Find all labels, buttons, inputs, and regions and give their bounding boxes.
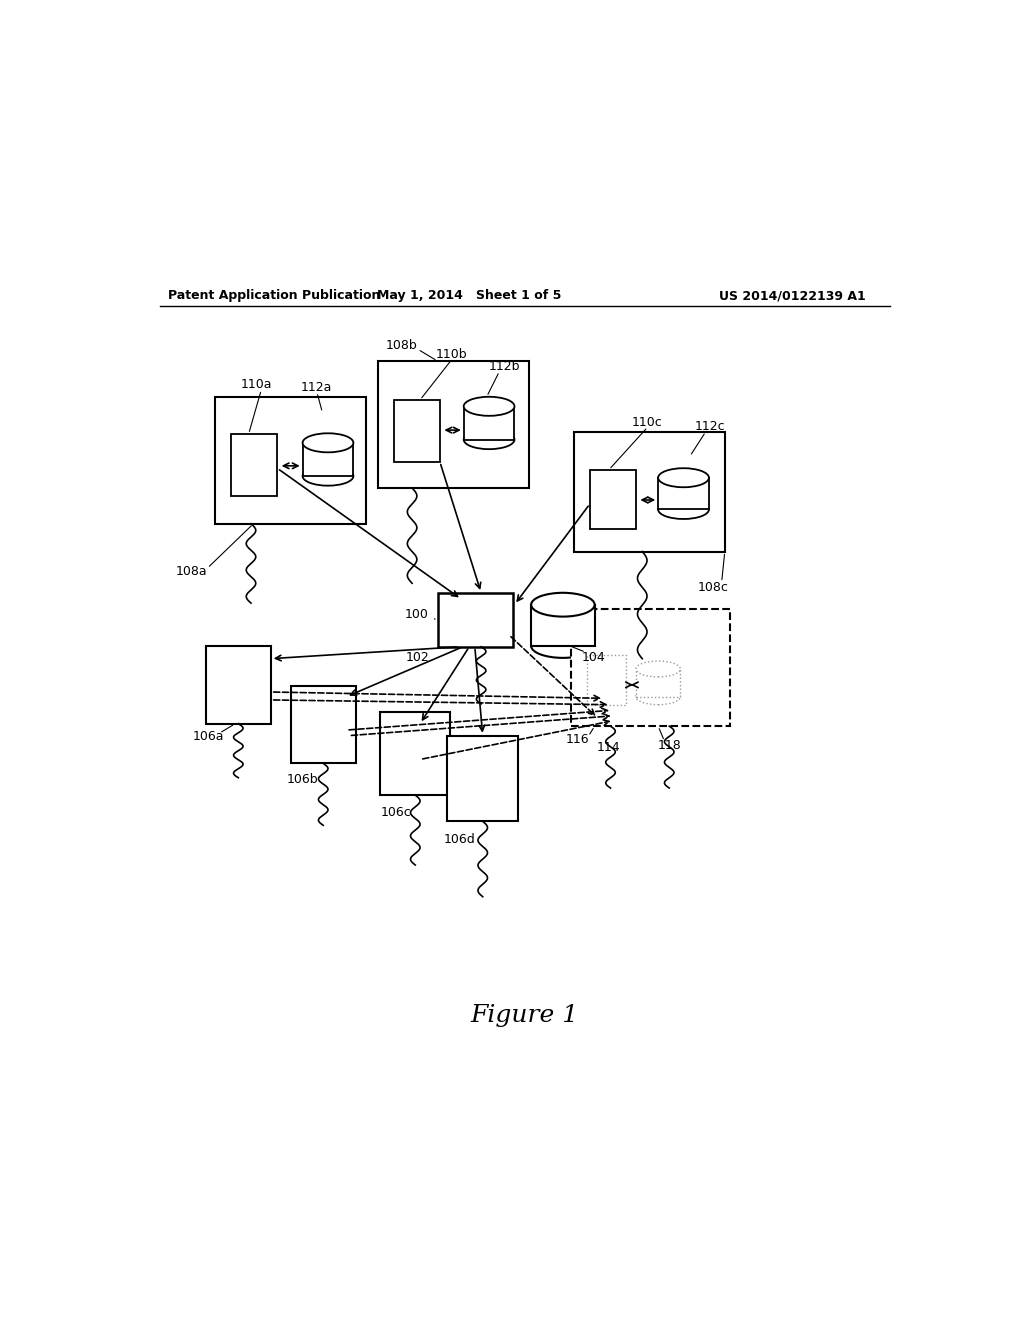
Ellipse shape bbox=[464, 430, 514, 449]
Bar bbox=[658, 478, 709, 510]
Text: 110c: 110c bbox=[632, 416, 663, 429]
Bar bbox=[590, 470, 636, 529]
Text: 100: 100 bbox=[404, 607, 428, 620]
Text: Patent Application Publication: Patent Application Publication bbox=[168, 289, 380, 302]
Text: 106b: 106b bbox=[287, 772, 318, 785]
Bar bbox=[531, 605, 595, 645]
Bar bbox=[206, 645, 270, 723]
Bar bbox=[570, 609, 729, 726]
Text: Figure 1: Figure 1 bbox=[471, 1005, 579, 1027]
Text: 116: 116 bbox=[566, 733, 590, 746]
Bar bbox=[437, 593, 513, 647]
Bar bbox=[447, 735, 518, 821]
Text: 118: 118 bbox=[658, 739, 682, 752]
Bar bbox=[574, 433, 725, 552]
Text: 108a: 108a bbox=[176, 565, 207, 578]
Ellipse shape bbox=[531, 593, 595, 616]
Ellipse shape bbox=[636, 689, 680, 705]
Ellipse shape bbox=[531, 634, 595, 657]
Text: US 2014/0122139 A1: US 2014/0122139 A1 bbox=[719, 289, 866, 302]
Text: 112c: 112c bbox=[694, 421, 725, 433]
Text: 112a: 112a bbox=[301, 380, 333, 393]
Bar bbox=[587, 656, 627, 705]
Text: 104: 104 bbox=[582, 651, 605, 664]
Text: 102: 102 bbox=[406, 651, 429, 664]
Bar bbox=[464, 407, 514, 440]
Text: 106d: 106d bbox=[443, 833, 475, 846]
Text: 112b: 112b bbox=[489, 360, 520, 374]
Text: 114: 114 bbox=[596, 741, 620, 754]
Bar bbox=[215, 397, 367, 524]
Ellipse shape bbox=[636, 661, 680, 677]
Text: 108c: 108c bbox=[697, 581, 729, 594]
Bar bbox=[231, 434, 278, 496]
Text: 106a: 106a bbox=[194, 730, 224, 743]
Bar bbox=[378, 362, 528, 488]
Text: 110a: 110a bbox=[241, 379, 272, 391]
Bar bbox=[636, 669, 680, 697]
Ellipse shape bbox=[464, 397, 514, 416]
Ellipse shape bbox=[303, 433, 353, 453]
Text: 110b: 110b bbox=[436, 348, 468, 362]
Ellipse shape bbox=[658, 469, 709, 487]
Text: 108b: 108b bbox=[386, 339, 418, 351]
Bar bbox=[303, 442, 353, 477]
Bar bbox=[380, 711, 451, 795]
Bar bbox=[291, 685, 355, 763]
Text: 106c: 106c bbox=[380, 807, 411, 820]
Ellipse shape bbox=[658, 500, 709, 519]
Bar bbox=[394, 400, 440, 462]
Ellipse shape bbox=[303, 466, 353, 486]
Text: May 1, 2014   Sheet 1 of 5: May 1, 2014 Sheet 1 of 5 bbox=[377, 289, 561, 302]
